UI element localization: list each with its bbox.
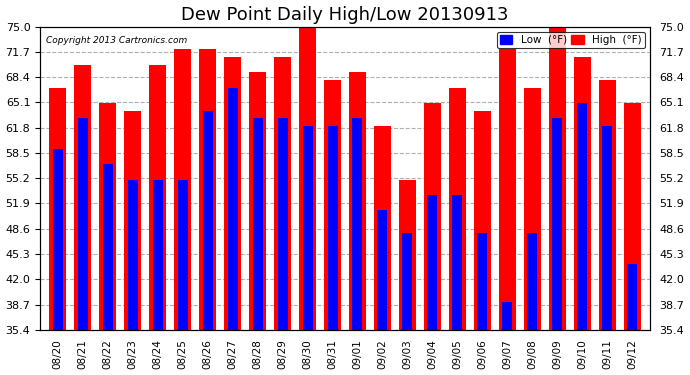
Bar (524, 88, 541, 330)
Bar (274, 57, 291, 330)
Bar (428, 195, 437, 330)
Bar (377, 210, 388, 330)
Bar (527, 233, 538, 330)
Bar (599, 80, 616, 330)
Bar (573, 57, 591, 330)
Bar (249, 72, 266, 330)
Bar (424, 103, 441, 330)
Bar (203, 111, 213, 330)
Bar (149, 65, 166, 330)
Bar (374, 126, 391, 330)
Bar (399, 180, 416, 330)
Bar (52, 149, 63, 330)
Bar (448, 88, 466, 330)
Bar (499, 50, 516, 330)
Bar (324, 80, 342, 330)
Bar (353, 118, 362, 330)
Bar (477, 233, 487, 330)
Bar (128, 180, 137, 330)
Bar (74, 65, 91, 330)
Bar (549, 27, 566, 330)
Bar (348, 72, 366, 330)
Bar (624, 103, 641, 330)
Legend: Low  (°F), High  (°F): Low (°F), High (°F) (497, 32, 644, 48)
Bar (474, 111, 491, 330)
Bar (502, 302, 513, 330)
Bar (627, 264, 638, 330)
Bar (224, 57, 241, 330)
Bar (453, 195, 462, 330)
Bar (78, 118, 88, 330)
Text: Copyright 2013 Cartronics.com: Copyright 2013 Cartronics.com (46, 36, 188, 45)
Bar (402, 233, 413, 330)
Bar (228, 88, 237, 330)
Bar (299, 19, 316, 330)
Bar (99, 103, 117, 330)
Bar (124, 111, 141, 330)
Bar (553, 118, 562, 330)
Bar (174, 50, 191, 330)
Bar (177, 180, 188, 330)
Bar (302, 126, 313, 330)
Bar (253, 118, 262, 330)
Bar (277, 118, 288, 330)
Bar (328, 126, 337, 330)
Bar (199, 50, 216, 330)
Title: Dew Point Daily High/Low 20130913: Dew Point Daily High/Low 20130913 (181, 6, 509, 24)
Bar (49, 88, 66, 330)
Bar (103, 164, 112, 330)
Bar (152, 180, 163, 330)
Bar (578, 103, 587, 330)
Bar (602, 126, 612, 330)
